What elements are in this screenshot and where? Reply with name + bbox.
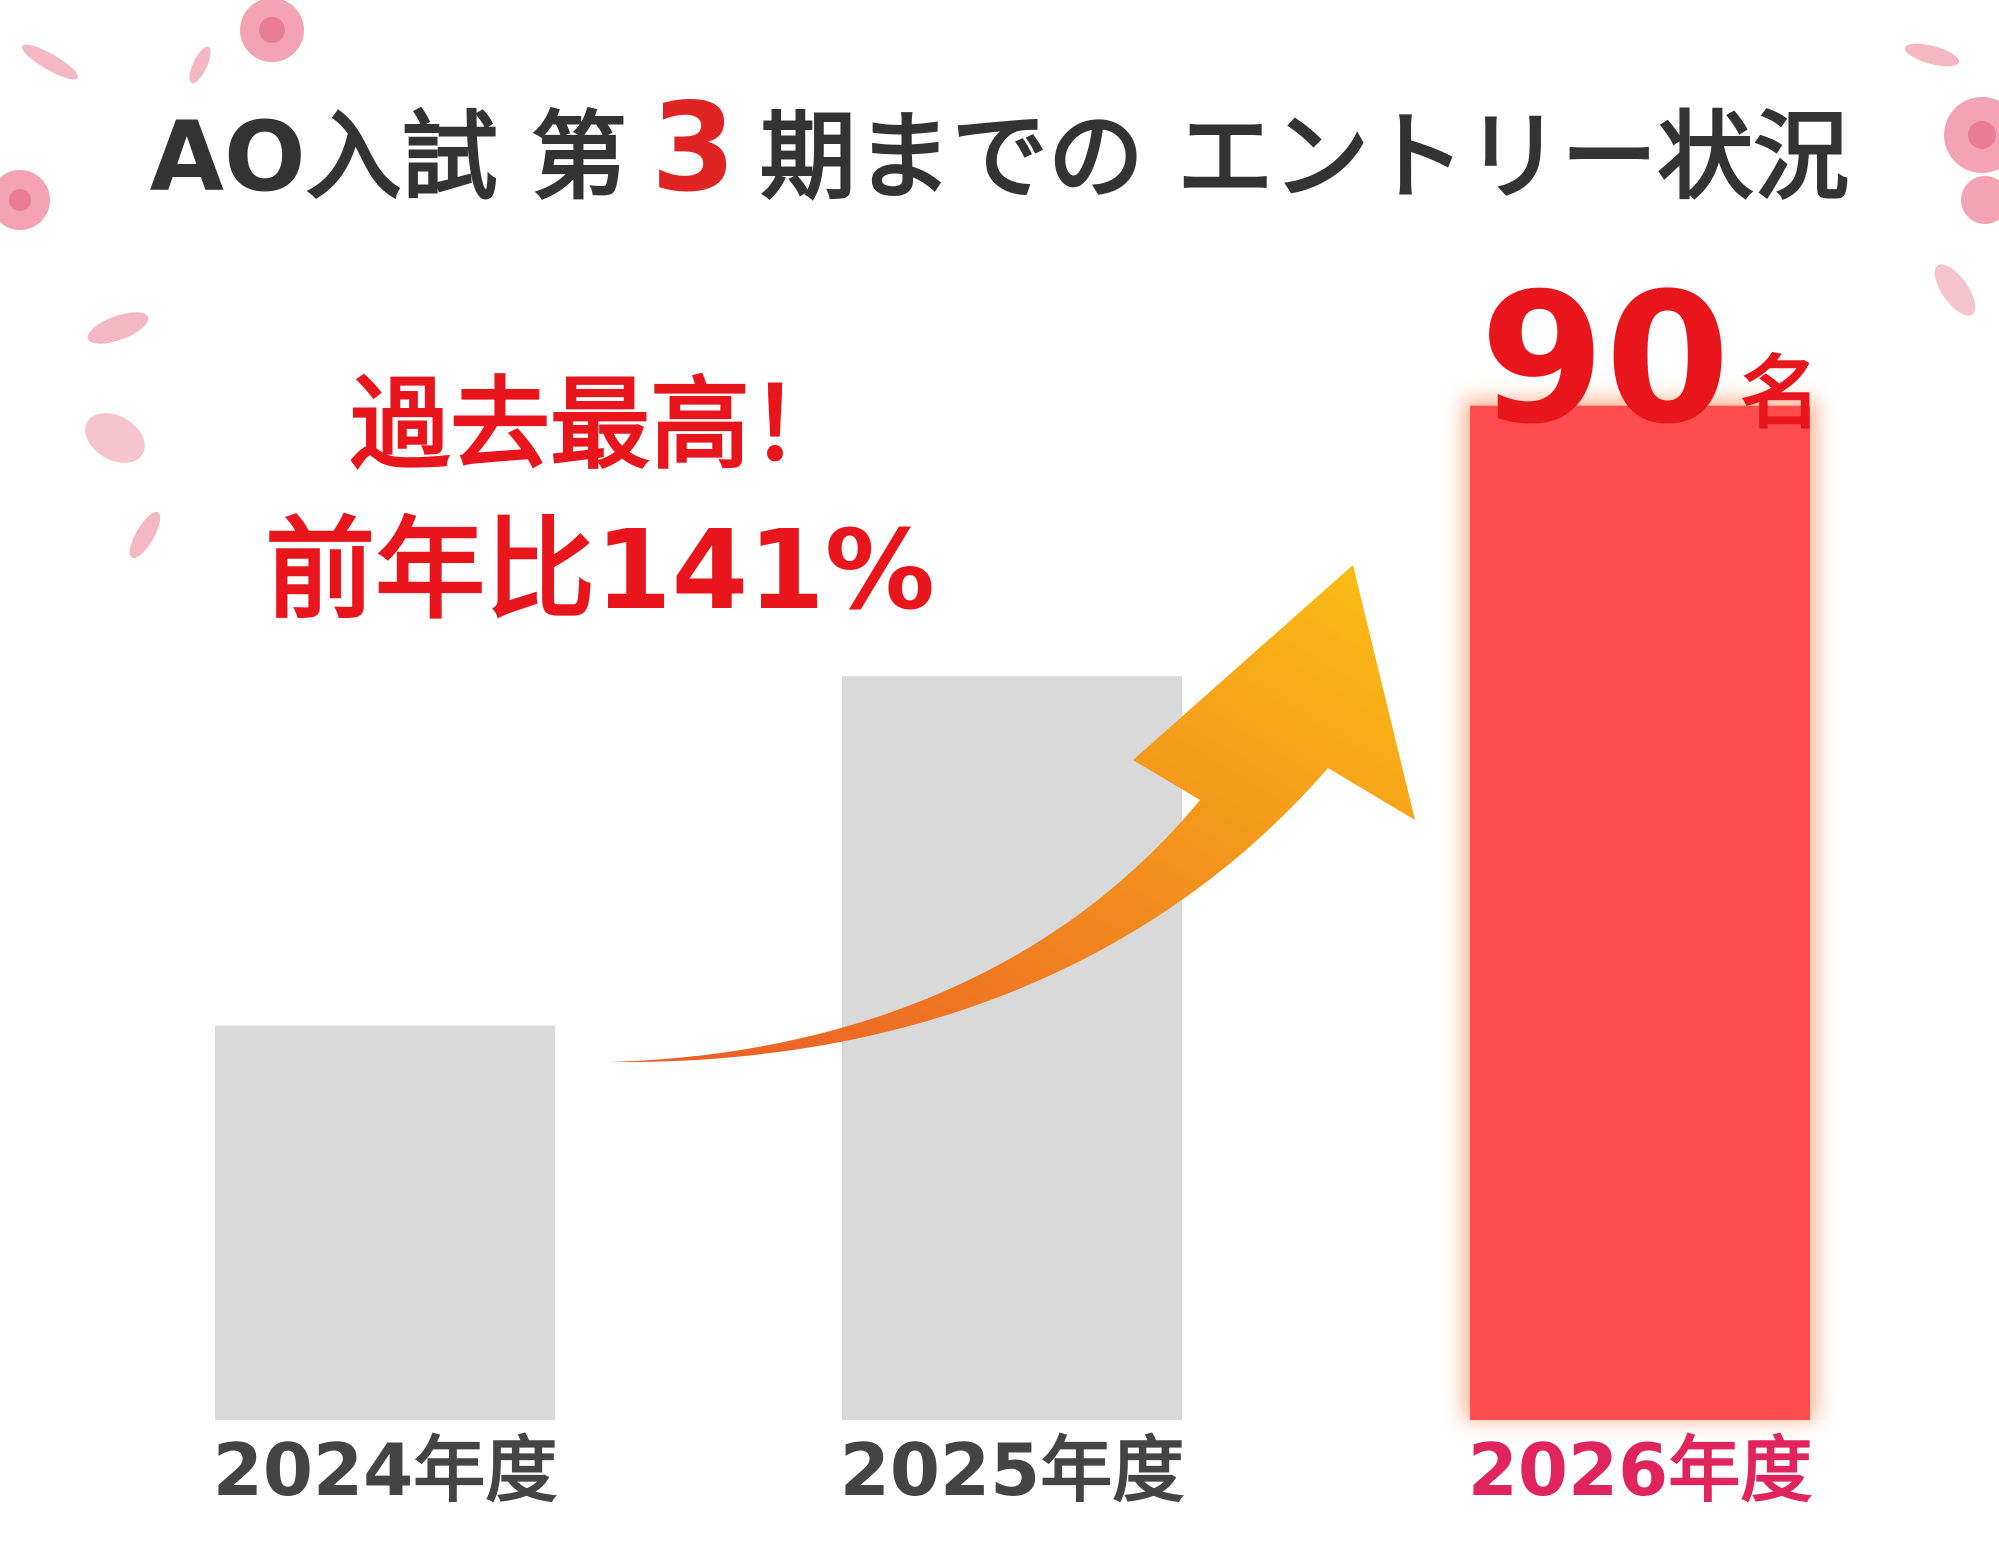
petal-icon: [129, 512, 161, 558]
flower-icon: [1961, 176, 1999, 224]
bar-2024年度: [215, 1025, 555, 1420]
bar-2025年度: [842, 676, 1182, 1420]
x-tick-label: 2024年度: [213, 1428, 557, 1512]
petal-icon: [87, 312, 149, 344]
x-axis-labels: 2024年度 2025年度 2026年度: [213, 1428, 1812, 1512]
flower-icon: [1968, 121, 1996, 149]
title-number: 3: [651, 77, 736, 219]
highlight-unit: 名: [1740, 347, 1821, 440]
flower-icon: [259, 17, 285, 43]
x-tick-label: 2026年度: [1468, 1428, 1812, 1512]
title-prefix: AO入試 第: [149, 101, 627, 213]
page-title: AO入試 第 3 期までの エントリー状況: [0, 87, 1999, 217]
flower-icon: [9, 189, 31, 211]
highlight-value-label: 90 名: [1440, 265, 1860, 455]
petal-icon: [1934, 264, 1976, 316]
petal-icon: [85, 413, 145, 463]
yoy-ratio-text: 前年比141%: [265, 506, 935, 634]
x-tick-label: 2025年度: [840, 1428, 1184, 1512]
bars-group: [215, 399, 1816, 1420]
petal-icon: [1904, 43, 1960, 67]
petal-decorations: [0, 0, 1999, 558]
growth-arrow-icon: [610, 565, 1415, 1063]
bar-2026年度: [1470, 405, 1810, 1420]
petal-icon: [21, 44, 78, 80]
petal-icon: [189, 46, 211, 84]
highlight-value: 90: [1479, 255, 1731, 464]
title-suffix: 期までの エントリー状況: [759, 101, 1850, 213]
record-high-text: 過去最高！: [350, 366, 850, 483]
